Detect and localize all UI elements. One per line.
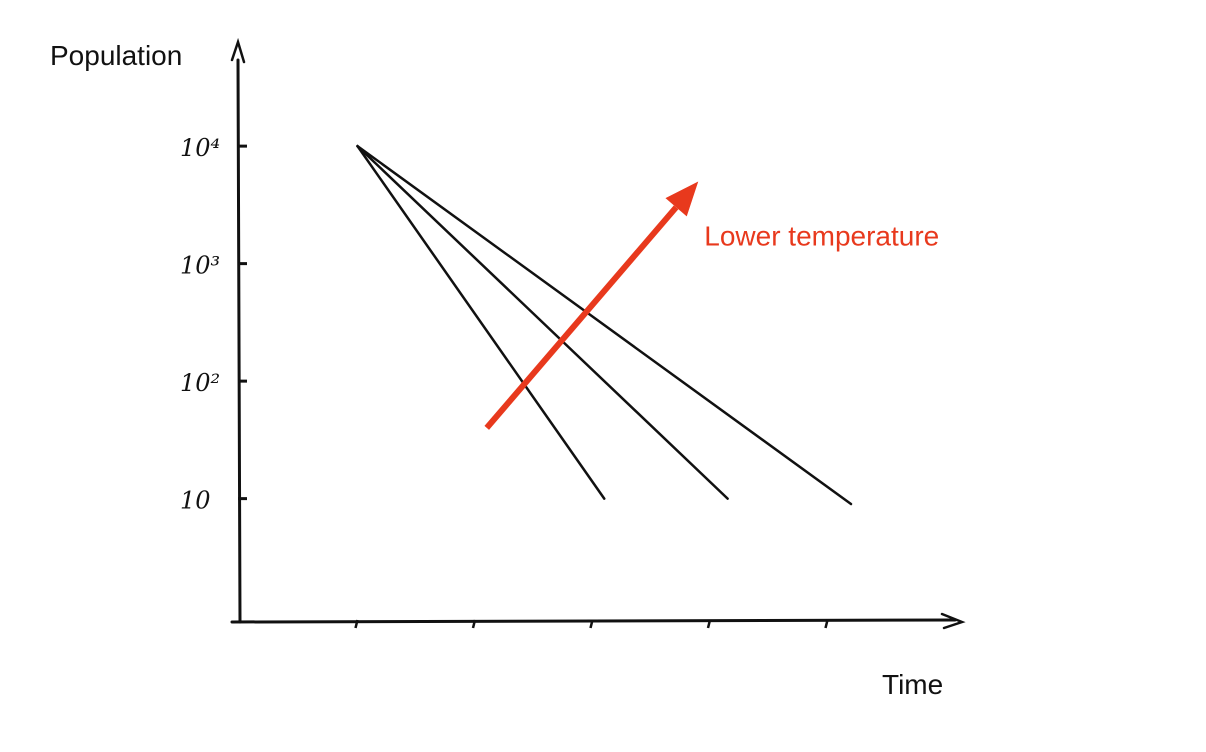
x-tick-mark [824, 619, 829, 629]
annotation-arrow-shaft [484, 205, 679, 430]
y-tick-label: 10² [180, 369, 220, 397]
x-tick-mark [471, 619, 477, 629]
x-tick-mark [354, 619, 359, 629]
series-lines [356, 144, 853, 506]
series-line [356, 144, 853, 506]
annotation: Lower temperature [484, 181, 939, 430]
annotation-arrow-head [665, 181, 699, 217]
y-axis-title: Population [50, 40, 182, 71]
y-ticks: 10⁴ 10³ 10² 10 [180, 134, 247, 515]
x-axis-arrowhead [940, 612, 966, 630]
y-tick-label: 10⁴ [180, 134, 220, 162]
axes [230, 37, 966, 630]
series-line [356, 144, 729, 500]
y-tick-label: 10³ [180, 252, 220, 280]
annotation-label: Lower temperature [704, 220, 939, 251]
series-line [356, 144, 606, 500]
x-ticks [354, 619, 829, 629]
x-axis-title: Time [882, 669, 943, 700]
y-tick-label: 10 [180, 487, 211, 515]
y-axis-arrowhead [230, 37, 246, 64]
x-tick-mark [589, 619, 594, 629]
x-tick-mark [706, 619, 712, 629]
y-axis-line [236, 58, 242, 624]
